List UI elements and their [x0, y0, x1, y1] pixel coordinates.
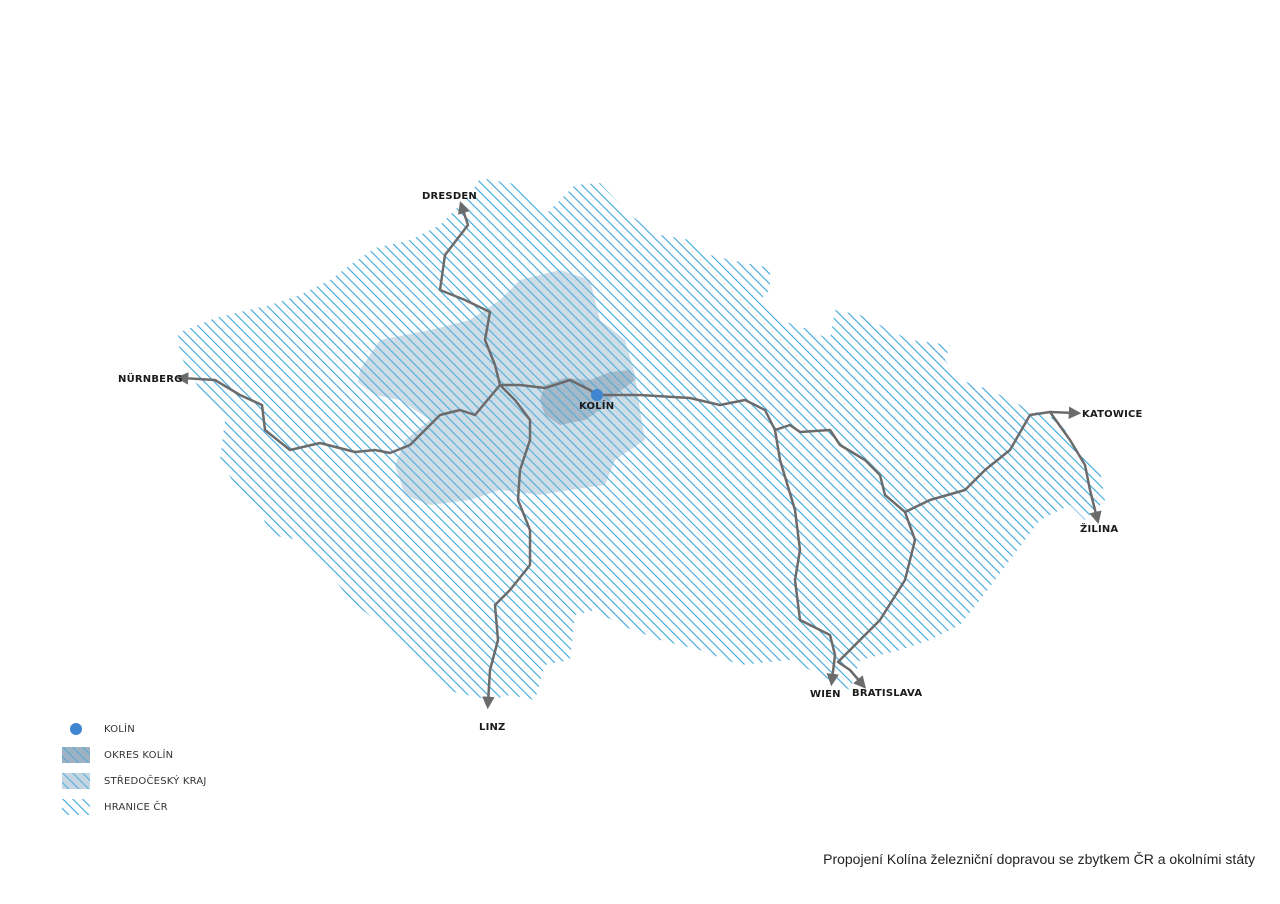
- district-hatch-icon: [62, 747, 90, 763]
- dot-icon: [62, 721, 90, 737]
- rail-line-zilina: [1048, 410, 1102, 525]
- label-bratislava: BRATISLAVA: [852, 688, 922, 699]
- rail-line-wien: [773, 428, 839, 687]
- label-linz: LINZ: [479, 722, 506, 733]
- rail-line-dresden-linz: [438, 201, 532, 710]
- label-kolin: KOLÍN: [579, 399, 614, 412]
- border-hatch-icon: [62, 799, 90, 815]
- legend-item-okres: OKRES KOLÍN: [62, 742, 207, 768]
- legend-item-kolin: KOLÍN: [62, 716, 207, 742]
- label-katowice: KATOWICE: [1082, 409, 1143, 420]
- label-nurnberg: NÜRNBERG: [118, 371, 183, 385]
- label-dresden: DRESDEN: [422, 191, 477, 202]
- map-legend: KOLÍN OKRES KOLÍN STŘEDOČESKÝ KRAJ HRANI…: [62, 716, 207, 820]
- rail-line-nurnberg-katowice: [175, 372, 1082, 514]
- legend-item-hranice: HRANICE ČR: [62, 794, 207, 820]
- region-hatch-icon: [62, 773, 90, 789]
- label-wien: WIEN: [810, 689, 841, 700]
- legend-item-kraj: STŘEDOČESKÝ KRAJ: [62, 768, 207, 794]
- kolin-marker: [591, 389, 603, 401]
- rail-line-bratislava: [836, 510, 917, 689]
- label-zilina: ŽILINA: [1080, 522, 1118, 535]
- map-caption: Propojení Kolína železniční dopravou se …: [823, 851, 1255, 867]
